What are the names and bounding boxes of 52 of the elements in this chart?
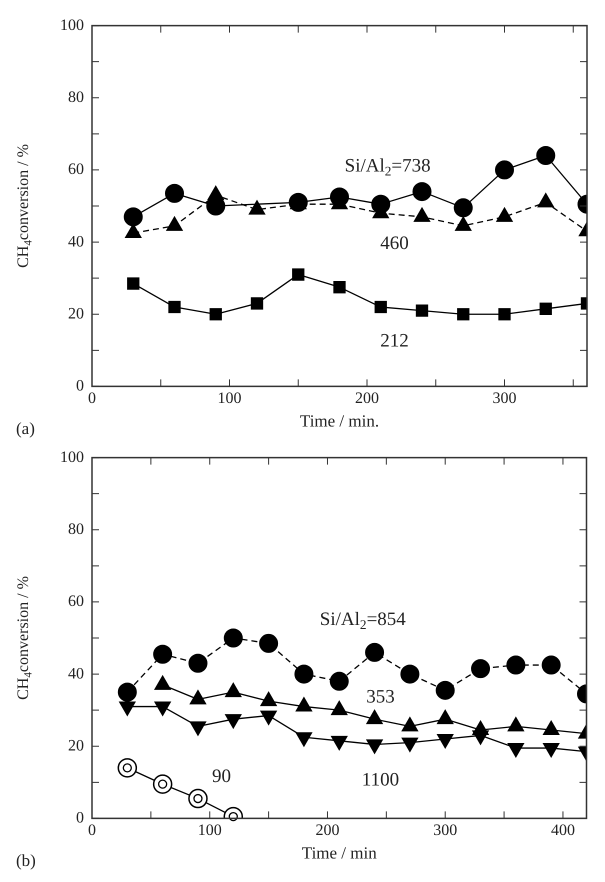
point xyxy=(250,297,264,310)
point xyxy=(540,302,552,315)
y-tick-label: 20 xyxy=(68,737,84,754)
y-tick-label: 80 xyxy=(68,88,84,106)
x-tick-label: 300 xyxy=(433,822,458,840)
y-tick-label: 60 xyxy=(68,161,84,178)
point xyxy=(127,277,140,290)
y-tick-label: 40 xyxy=(68,665,84,682)
x-tick-label: 0 xyxy=(88,390,96,408)
point xyxy=(416,304,428,317)
x-tick-label: 0 xyxy=(88,822,96,840)
point xyxy=(292,268,304,281)
y-tick-label: 0 xyxy=(76,378,84,395)
y-tick-label: 80 xyxy=(68,520,84,538)
y-tick-label: 40 xyxy=(68,233,84,250)
point xyxy=(498,308,511,320)
y-axis-title: CH4conversion / % xyxy=(15,576,35,700)
x-tick-label: 400 xyxy=(550,822,575,840)
x-tick-label: 200 xyxy=(355,390,379,408)
series-label: 212 xyxy=(380,330,409,352)
point xyxy=(374,300,387,314)
text: (b) xyxy=(16,850,36,870)
point xyxy=(536,146,556,165)
y-axis-title: CH4conversion / % xyxy=(15,144,35,268)
point xyxy=(124,207,143,226)
y-tick-label: 20 xyxy=(68,305,84,322)
y-tick-label: 100 xyxy=(60,448,84,466)
point xyxy=(330,187,349,206)
series-label: 1100 xyxy=(362,770,400,790)
x-tick-label: 200 xyxy=(315,822,340,840)
x-axis-title: Time / min xyxy=(302,843,378,862)
x-tick-label: 100 xyxy=(218,390,242,408)
point xyxy=(288,192,308,212)
point xyxy=(457,308,470,320)
y-tick-label: 0 xyxy=(76,810,84,827)
series-label: 460 xyxy=(380,232,409,254)
point xyxy=(210,308,222,320)
x-tick-label: 300 xyxy=(492,390,516,408)
y-tick-label: 100 xyxy=(60,16,84,34)
point xyxy=(495,160,514,180)
point xyxy=(412,182,432,202)
y-tick-label: 60 xyxy=(68,593,84,610)
point xyxy=(333,281,346,294)
point xyxy=(371,194,390,214)
series-label: 90 xyxy=(212,766,232,787)
text: (a) xyxy=(16,418,35,438)
x-tick-label: 100 xyxy=(198,822,222,840)
series-label: 353 xyxy=(366,686,395,708)
x-axis-title: Time / min. xyxy=(300,411,380,430)
point xyxy=(165,184,184,203)
point xyxy=(454,198,473,218)
point xyxy=(168,300,181,314)
